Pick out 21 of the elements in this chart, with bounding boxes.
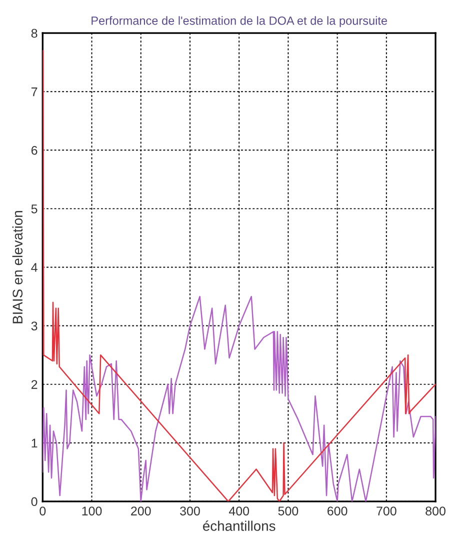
y-tick-label: 6 bbox=[31, 146, 38, 155]
x-tick-label: 800 bbox=[426, 506, 446, 516]
y-axis-title: BIAIS en elevation bbox=[12, 211, 23, 324]
x-tick-label: 100 bbox=[82, 506, 102, 516]
x-tick-label: 200 bbox=[131, 506, 151, 516]
y-tick-label: 2 bbox=[31, 380, 38, 389]
y-tick-label: 1 bbox=[32, 438, 38, 448]
x-tick-label: 600 bbox=[328, 506, 348, 516]
x-tick-label: 400 bbox=[228, 506, 250, 516]
y-tick-label: 3 bbox=[31, 322, 38, 330]
y-tick-label: 4 bbox=[31, 263, 38, 272]
chart-title: Performance de l'estimation de la DOA et de la poursuite bbox=[92, 16, 388, 28]
y-tick-label: 8 bbox=[31, 28, 38, 38]
y-tick-label: 0 bbox=[31, 497, 38, 506]
x-tick-label: 500 bbox=[278, 506, 298, 516]
x-axis-title: échantillons bbox=[203, 520, 276, 531]
y-tick-label: 7 bbox=[31, 88, 38, 96]
y-tick-label: 5 bbox=[31, 204, 38, 214]
x-tick-label: 0 bbox=[40, 506, 46, 516]
x-tick-label: 700 bbox=[376, 506, 396, 516]
x-tick-label: 300 bbox=[180, 506, 200, 516]
